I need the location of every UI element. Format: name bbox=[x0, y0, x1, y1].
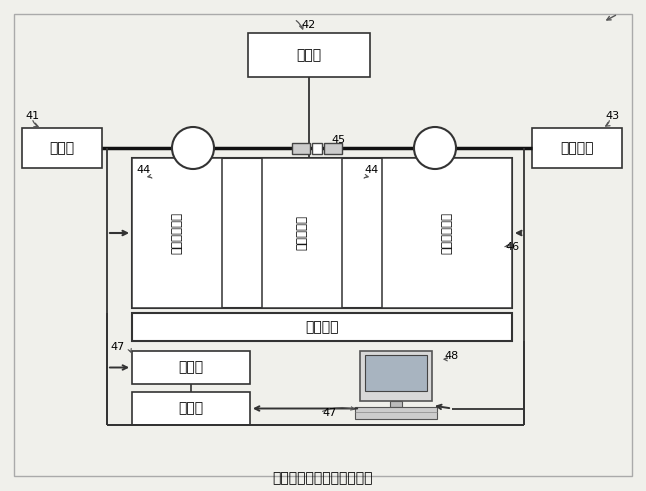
Bar bbox=[382, 158, 512, 308]
Text: 驱动器: 驱动器 bbox=[178, 360, 203, 375]
Bar bbox=[355, 407, 437, 419]
Bar bbox=[132, 313, 512, 341]
Bar bbox=[132, 351, 250, 384]
Text: 指标并行优化自动调芯装置: 指标并行优化自动调芯装置 bbox=[273, 471, 373, 485]
Bar bbox=[248, 33, 370, 77]
Text: 44: 44 bbox=[137, 165, 151, 175]
Text: 47: 47 bbox=[111, 342, 125, 352]
Bar bbox=[262, 158, 342, 308]
Bar bbox=[324, 143, 342, 154]
Text: 43: 43 bbox=[605, 111, 619, 121]
Text: 六维调节装置: 六维调节装置 bbox=[171, 212, 183, 254]
Text: 44: 44 bbox=[365, 165, 379, 175]
Text: 41: 41 bbox=[25, 111, 39, 121]
Bar bbox=[532, 128, 622, 168]
Bar bbox=[360, 351, 432, 401]
Text: 驱动器: 驱动器 bbox=[178, 402, 203, 415]
Bar bbox=[390, 401, 402, 407]
Text: 光功率计: 光功率计 bbox=[560, 141, 594, 155]
Text: 45: 45 bbox=[331, 135, 345, 145]
Text: 46: 46 bbox=[505, 242, 519, 252]
Text: 47: 47 bbox=[323, 408, 337, 417]
Text: 48: 48 bbox=[445, 351, 459, 361]
Text: 光波导支架: 光波导支架 bbox=[295, 216, 309, 250]
Bar bbox=[22, 128, 102, 168]
Text: 监视器: 监视器 bbox=[297, 48, 322, 62]
Text: 激光源: 激光源 bbox=[50, 141, 74, 155]
Text: 六维调节装置: 六维调节装置 bbox=[441, 212, 453, 254]
Circle shape bbox=[414, 127, 456, 169]
Bar bbox=[132, 392, 250, 425]
Text: 42: 42 bbox=[302, 20, 316, 30]
Bar bbox=[132, 158, 222, 308]
Circle shape bbox=[172, 127, 214, 169]
Bar bbox=[132, 158, 512, 308]
Bar bbox=[365, 355, 427, 391]
Bar bbox=[312, 143, 322, 154]
Text: 抗震平台: 抗震平台 bbox=[306, 320, 339, 334]
Bar bbox=[292, 143, 310, 154]
